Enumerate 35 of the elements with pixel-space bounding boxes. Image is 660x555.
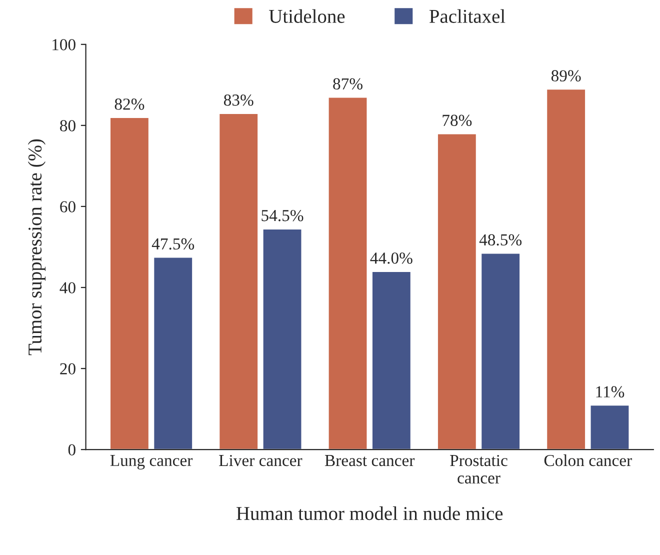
- data-label: 83%: [224, 94, 254, 106]
- y-tick-label: 60: [60, 201, 76, 212]
- y-tick-label: 40: [60, 282, 76, 294]
- data-label: 44.0%: [370, 252, 412, 264]
- data-label: 78%: [442, 114, 472, 126]
- y-axis-title: Tumor suppression rate (%): [28, 139, 46, 356]
- data-label: 47.5%: [152, 238, 194, 250]
- y-tick-label: 100: [52, 39, 76, 50]
- bar: [371, 270, 412, 450]
- x-tick-label: Colon cancer: [544, 454, 632, 466]
- x-tick-label: Breast cancer: [324, 455, 415, 466]
- data-label: 54.5%: [262, 210, 304, 222]
- y-tick-label: 0: [68, 444, 76, 456]
- bar: [218, 112, 259, 450]
- y-tick-label: 20: [60, 363, 76, 374]
- legend-label: Utidelone: [269, 9, 345, 23]
- data-label: 89%: [551, 70, 581, 82]
- x-tick-label: Prostatic cancer: [450, 454, 508, 484]
- x-tick-label: Lung cancer: [110, 455, 193, 470]
- y-tick-label: 80: [60, 120, 76, 132]
- data-label: 87%: [333, 78, 362, 90]
- legend-label: Paclitaxel: [429, 9, 506, 23]
- bar: [589, 404, 630, 450]
- bar: [327, 96, 368, 450]
- data-label: 82%: [114, 98, 144, 110]
- x-tick-label: Liver cancer: [219, 454, 302, 466]
- x-axis-title: Human tumor model in nude mice: [236, 506, 503, 520]
- data-label: 11%: [596, 386, 624, 398]
- bar: [109, 116, 150, 450]
- bar: [262, 228, 303, 450]
- bar: [546, 88, 586, 450]
- bar: [152, 256, 194, 450]
- data-label: 48.5%: [479, 234, 522, 246]
- bar: [436, 132, 478, 450]
- bar: [480, 252, 521, 450]
